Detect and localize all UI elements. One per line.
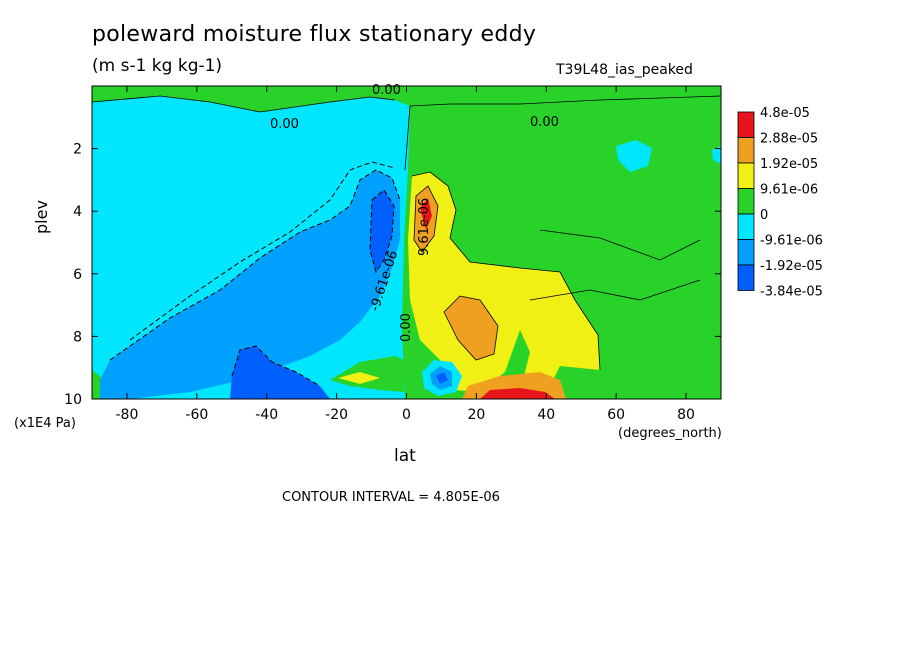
contour-line [413,185,439,253]
x-tick-label: 20 [467,407,485,423]
model-label: T39L48_ias_peaked [556,62,693,78]
region-positive-top [92,86,721,112]
contour-line [409,95,721,107]
y-tick-label: 6 [73,267,82,283]
contour-label: 9.61e-06 [417,198,432,256]
region-positive-low-sh [330,356,404,392]
legend-label: -1.92e-05 [760,259,823,274]
region-negative-strong-upper [370,190,394,272]
region-red-low [480,388,555,399]
y-tick-label: 4 [73,204,82,220]
region-yellow [408,172,600,396]
y-tick-label: 2 [73,142,82,158]
contour-line [129,161,396,341]
contour-label: 0.00 [399,313,414,342]
legend-swatch [737,213,755,240]
y-axis: 2 4 6 8 10 [64,142,721,408]
legend-label: 4.8e-05 [760,106,810,121]
legend-swatch [737,162,755,189]
y-tick-label: 8 [73,329,82,345]
negative-contours [109,161,401,387]
x-tick-label: -60 [185,407,208,423]
x-tick-label: 80 [677,407,695,423]
region-negative-strong-low [230,346,330,399]
x-axis-unit: (degrees_north) [618,426,722,441]
x-axis-label: lat [394,446,416,466]
legend-swatch [737,111,755,138]
x-tick-label: 0 [402,407,411,423]
x-axis: -80 -60 -40 -20 0 20 40 60 80 [116,86,695,423]
contour-label: 0.00 [372,83,401,98]
contour-label: 0.00 [530,115,559,130]
legend-label: 9.61e-06 [760,183,818,198]
legend-swatch [737,264,755,291]
region-yellow-small [338,372,380,384]
contour-line [411,171,601,371]
legend-swatch [737,188,755,215]
chart-title: poleward moisture flux stationary eddy [92,22,537,47]
contour-label: 0.00 [270,117,299,132]
legend-label: 0 [760,208,768,223]
contour-line [231,345,321,387]
contour-line [369,189,395,274]
region-cyan-blob [616,140,652,172]
x-tick-label: -80 [116,407,139,423]
x-tick-label: -40 [255,407,278,423]
contour-field [92,86,721,399]
y-tick-label: 10 [64,392,82,408]
chart-units: (m s-1 kg kg-1) [92,56,223,76]
region-red-upper [420,198,432,230]
legend-label: -3.84e-05 [760,285,823,300]
region-orange-mid [444,296,498,360]
region-positive-corner [92,370,102,399]
x-tick-label: 40 [537,407,555,423]
legend-label: 2.88e-05 [760,132,818,147]
legend: 4.8e-05 2.88e-05 1.92e-05 9.61e-06 0 -9.61e-0… [737,106,823,300]
legend-swatch [737,239,755,266]
contour-line [529,279,701,301]
contour-lines [92,95,721,371]
legend-label: 1.92e-05 [760,157,818,172]
y-axis-unit: (x1E4 Pa) [14,416,76,431]
contour-line [443,295,499,361]
region-darkblue-low-nh [436,372,448,384]
contour-line [92,95,396,113]
region-cyan-edge [712,146,721,164]
x-tick-label: -20 [325,407,348,423]
x-tick-label: 60 [607,407,625,423]
legend-label: -9.61e-06 [760,234,823,249]
region-negative-mid [100,170,400,399]
contour-line [109,169,401,361]
contour-line [404,105,411,171]
contour-interval: CONTOUR INTERVAL = 4.805E-06 [282,490,500,505]
contour-line [539,229,701,261]
legend-swatch [737,137,755,164]
